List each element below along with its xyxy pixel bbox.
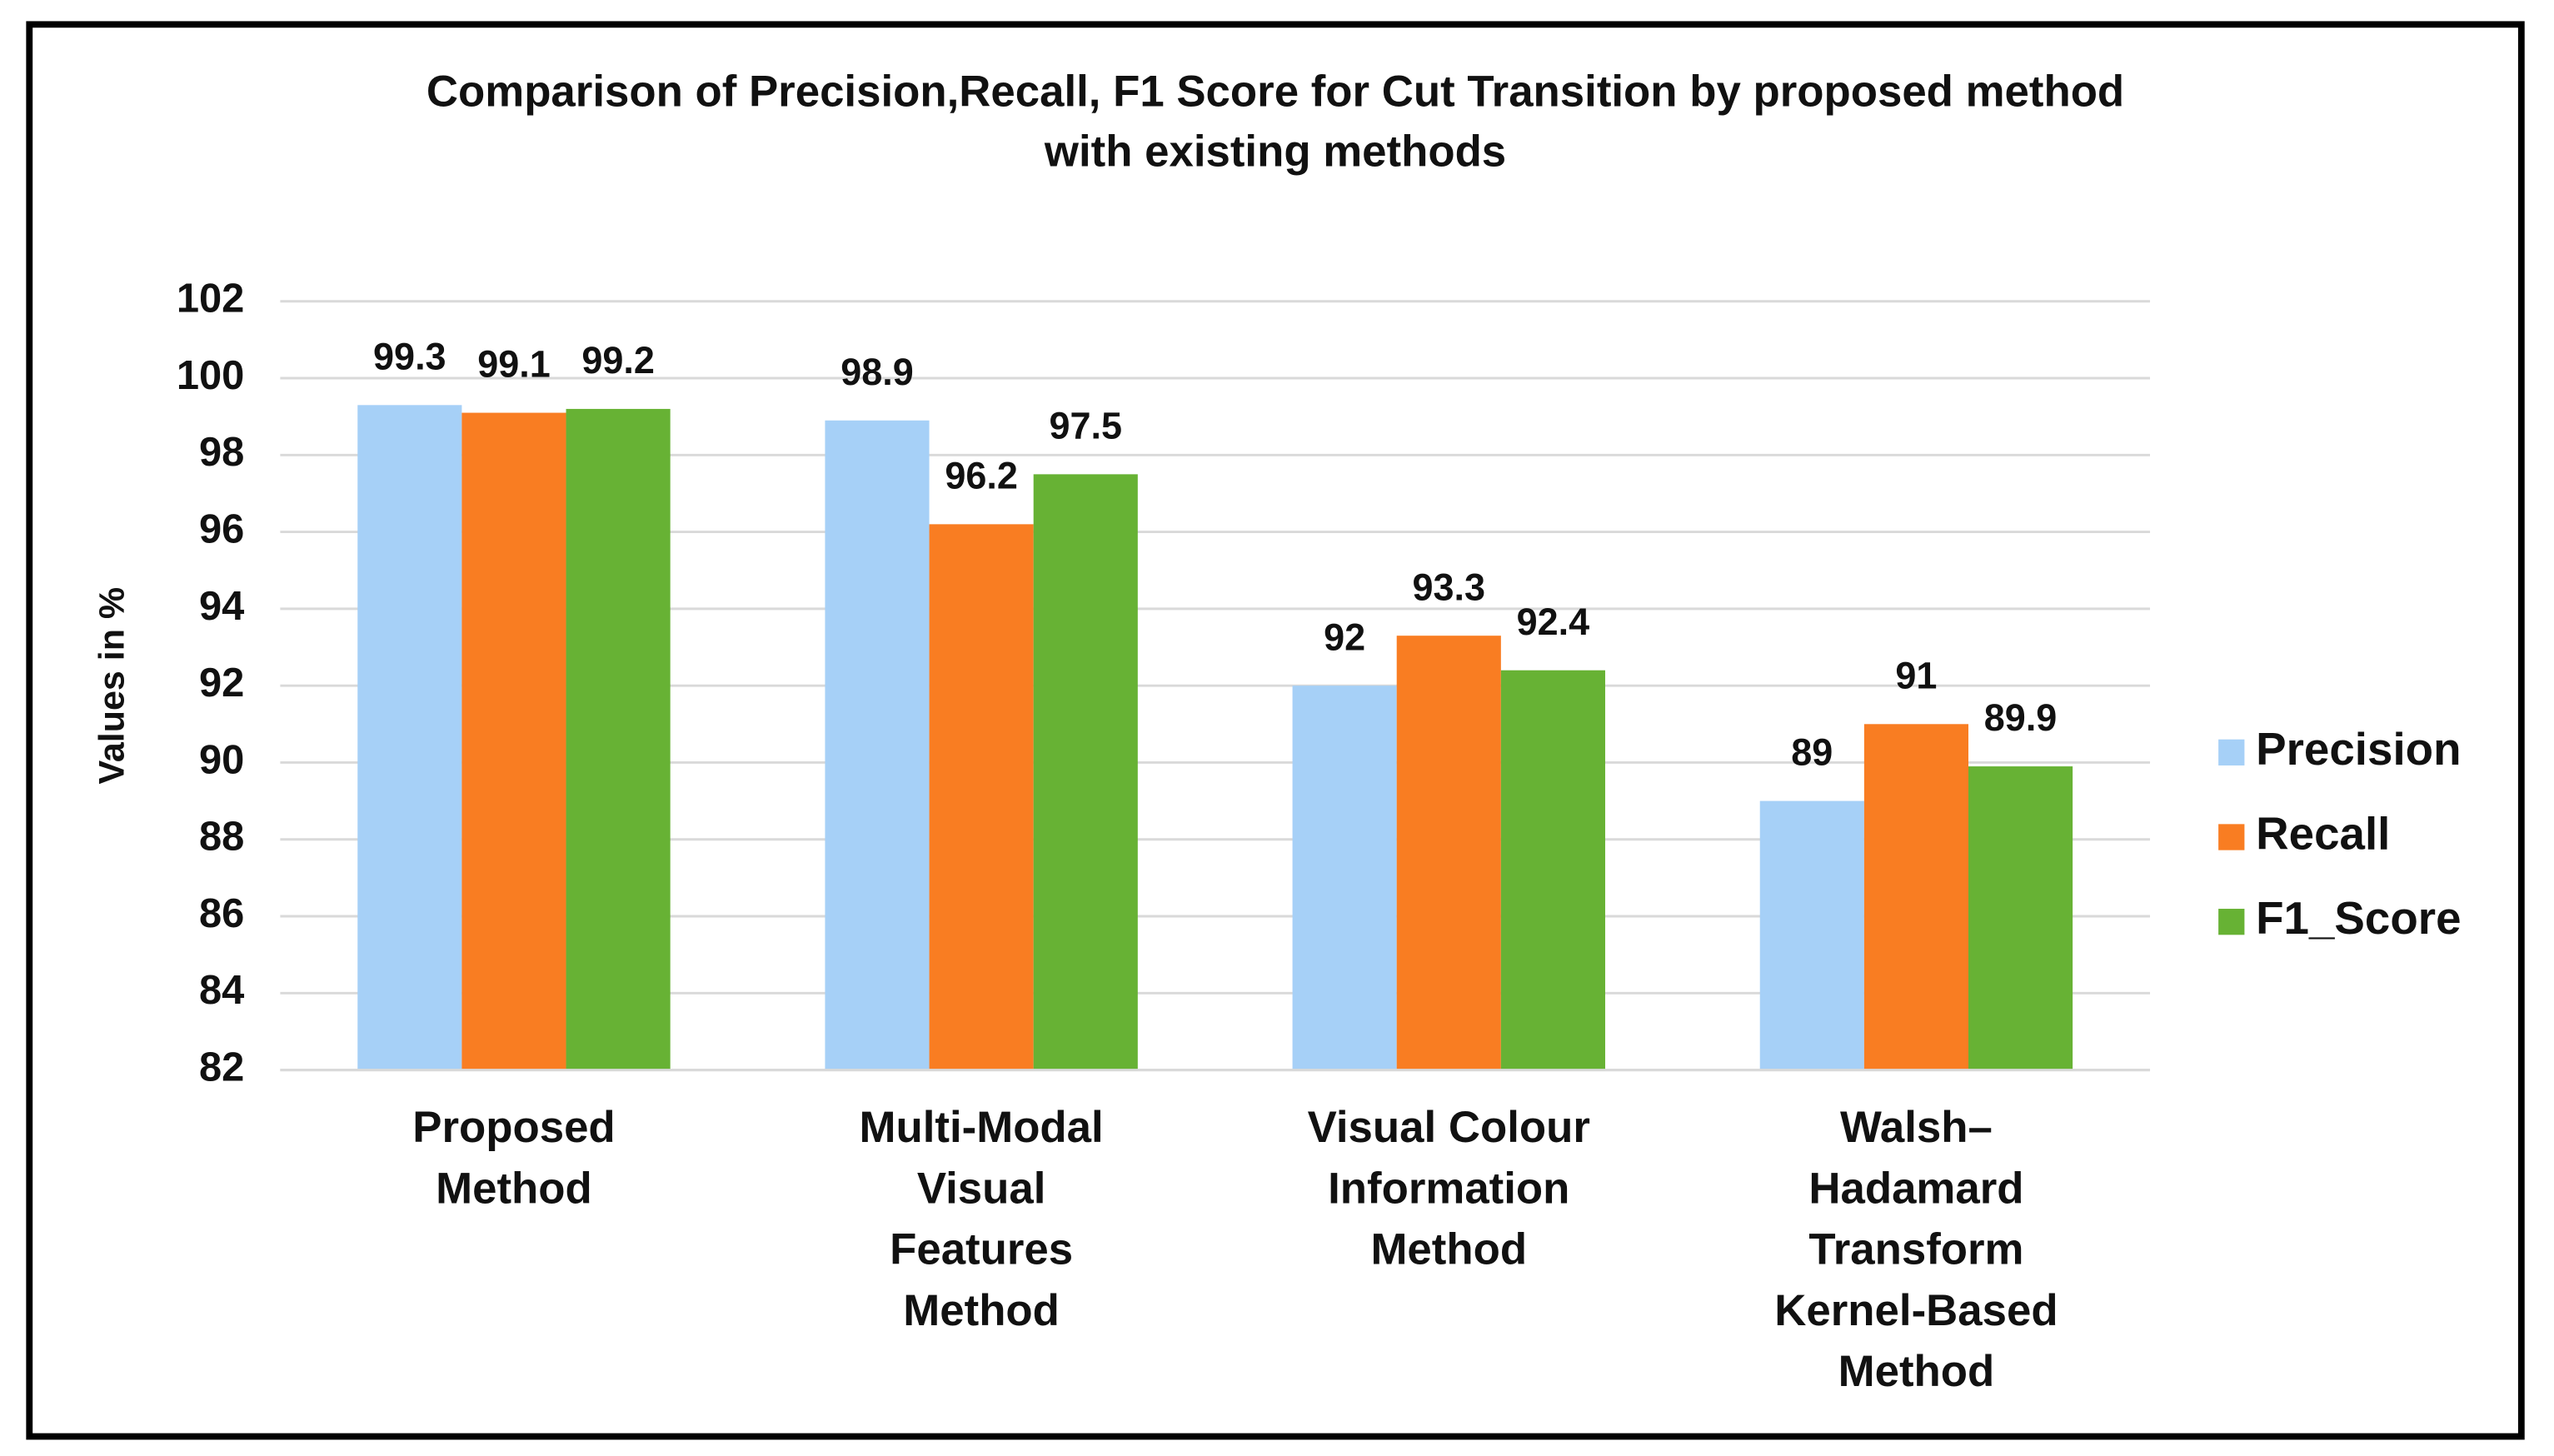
y-tick-label: 96 [199, 506, 244, 551]
y-tick-label: 82 [199, 1045, 244, 1090]
bar [461, 412, 566, 1070]
bar [1292, 686, 1397, 1070]
bar [929, 524, 1034, 1070]
data-label: 97.5 [1049, 404, 1122, 446]
data-label: 93.3 [1413, 566, 1486, 608]
data-label: 99.3 [373, 335, 446, 377]
data-label: 92 [1324, 616, 1365, 658]
y-tick-label: 86 [199, 891, 244, 936]
data-label: 99.1 [477, 343, 551, 386]
data-label: 89.9 [1984, 696, 2058, 739]
legend-swatch [2218, 824, 2245, 850]
y-tick-label: 102 [177, 277, 245, 322]
x-tick-label: Multi-Modal Visual Features Method [860, 1103, 1104, 1335]
x-tick-label: Proposed Method [412, 1103, 615, 1213]
bar [1759, 800, 1864, 1070]
y-tick-label: 88 [199, 815, 244, 860]
bar [566, 408, 671, 1070]
legend-label: Recall [2256, 807, 2390, 859]
data-label: 91 [1895, 654, 1937, 696]
y-axis-label: Values in % [92, 587, 132, 785]
data-label: 99.2 [581, 339, 655, 381]
bar [1968, 766, 2073, 1070]
x-tick-label: Walsh– Hadamard Transform Kernel-Based Metho… [1774, 1103, 2058, 1396]
bar [1033, 474, 1138, 1070]
bar [1396, 636, 1501, 1070]
data-label: 89 [1791, 731, 1833, 774]
legend-label: F1_Score [2256, 892, 2461, 944]
bar [1863, 724, 1969, 1070]
legend-label: Precision [2256, 723, 2461, 775]
x-tick-label: Visual Colour Information Method [1308, 1103, 1590, 1274]
legend-swatch [2218, 909, 2245, 935]
data-label: 92.4 [1517, 601, 1590, 643]
y-tick-label: 90 [199, 737, 244, 782]
y-tick-label: 100 [177, 353, 245, 398]
bar [357, 405, 462, 1070]
bar [825, 420, 930, 1070]
y-tick-label: 98 [199, 430, 244, 475]
y-tick-label: 84 [199, 968, 244, 1013]
chart-title: Comparison of Precision,Recall, F1 Score… [426, 67, 2124, 176]
data-label: 96.2 [945, 454, 1018, 496]
y-tick-label: 94 [199, 584, 244, 629]
legend-swatch [2218, 739, 2245, 765]
y-tick-label: 92 [199, 661, 244, 706]
bar [1500, 670, 1605, 1070]
data-label: 98.9 [841, 351, 914, 393]
